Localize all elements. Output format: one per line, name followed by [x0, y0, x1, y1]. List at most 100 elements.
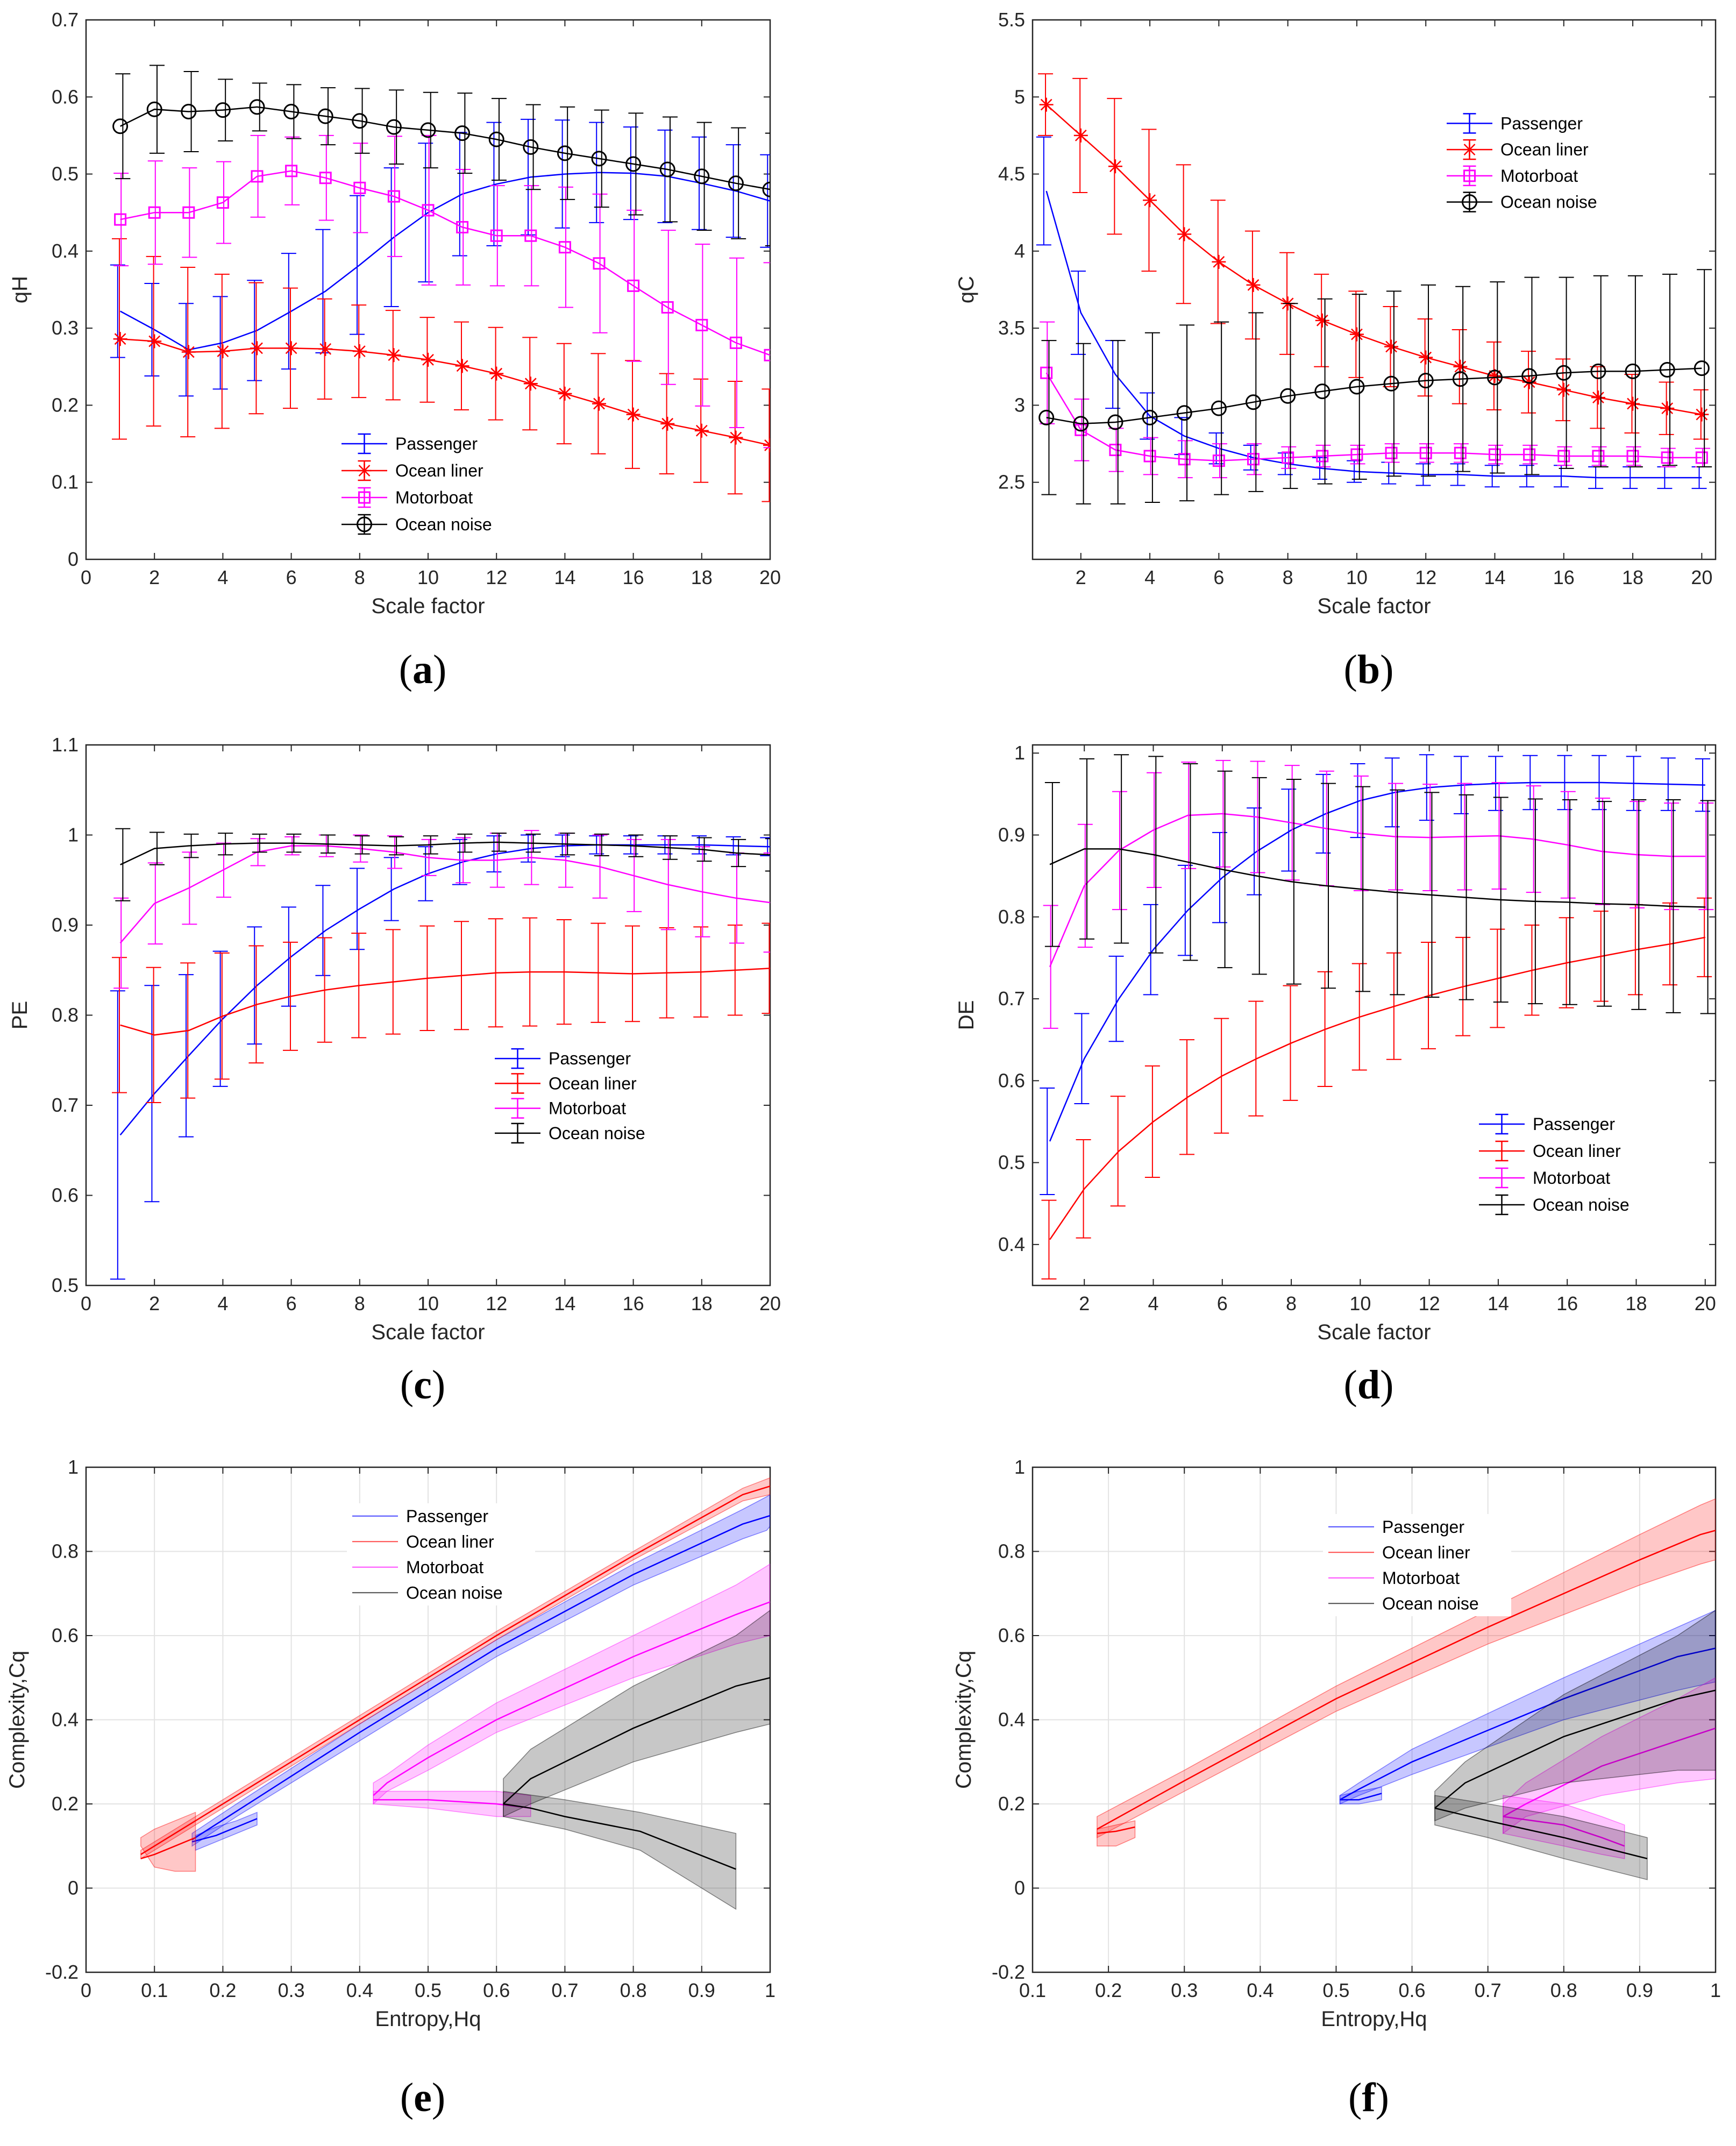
x-tick-label: 14: [1484, 566, 1505, 588]
panel-caption: (b): [1344, 647, 1394, 692]
data-marker-square: [387, 190, 400, 203]
legend-label: Ocean liner: [406, 1532, 494, 1551]
data-marker-square: [1592, 450, 1605, 463]
data-marker-star: [660, 416, 675, 431]
legend-entry: Motorboat: [352, 1558, 483, 1577]
legend-entry: Ocean noise: [1447, 191, 1597, 212]
legend-label: Ocean noise: [549, 1124, 645, 1143]
x-tick-label: 2: [149, 566, 160, 588]
plot-area: [110, 65, 770, 502]
data-marker-circle: [1349, 379, 1365, 395]
series-line: [1049, 813, 1705, 968]
y-axis-label: Complexity,Cq: [5, 1651, 29, 1789]
error-bar: [1036, 136, 1051, 246]
x-tick-label: 10: [417, 1292, 439, 1314]
y-tick-label: 0.8: [52, 1540, 79, 1562]
error-bar: [144, 985, 160, 1203]
y-axis-label: qC: [955, 276, 978, 303]
data-marker-star: [1039, 97, 1054, 112]
data-marker-circle: [1107, 414, 1123, 430]
x-tick-label: 10: [1349, 1292, 1371, 1314]
x-tick-label: 12: [486, 566, 507, 588]
x-tick-label: 20: [759, 1292, 781, 1314]
confidence-band: [503, 1610, 770, 1817]
data-marker-square: [764, 349, 770, 361]
legend-entry: Ocean noise: [1328, 1594, 1479, 1613]
confidence-band: [1339, 1610, 1716, 1805]
x-tick-label: 0.2: [1095, 1979, 1122, 2001]
x-tick-label: 6: [286, 1292, 297, 1314]
x-axis-label: Scale factor: [371, 1320, 485, 1344]
error-bar: [115, 73, 131, 180]
data-marker-circle: [1073, 416, 1089, 432]
legend-label: Ocean noise: [395, 515, 492, 534]
plot-frame: [1031, 744, 1717, 1287]
data-marker-star: [216, 344, 230, 359]
series-line: [120, 106, 770, 190]
x-tick-label: 12: [1419, 1292, 1440, 1314]
data-marker-square: [593, 257, 606, 270]
chart-panel-b: 2 4 6 8 10 12 14 16 18 20 2.5 3 3.5 4 4.5 5 5.5 Scale fac…: [955, 9, 1717, 692]
data-marker-star: [694, 423, 709, 438]
data-marker-square: [358, 491, 371, 504]
y-tick-label: 0.6: [998, 1624, 1025, 1646]
series-ocean-liner: [1038, 73, 1709, 440]
data-marker-square: [1212, 454, 1225, 467]
plot-frame: [1031, 19, 1717, 560]
legend-entry: Motorboat: [495, 1098, 626, 1119]
x-tick-label: 8: [354, 1292, 365, 1314]
data-marker-square: [319, 172, 332, 184]
legend-box: [336, 430, 516, 538]
x-tick-label: 12: [1415, 566, 1436, 588]
x-tick-label: 6: [1213, 566, 1224, 588]
data-marker-square: [148, 206, 161, 219]
legend-entry: Ocean liner: [352, 1532, 494, 1551]
y-tick-label: 0: [68, 548, 79, 570]
legend-label: Ocean noise: [406, 1583, 503, 1602]
y-tick-label: 0: [68, 1877, 79, 1899]
plot-area: [1040, 754, 1716, 1280]
error-bar: [765, 838, 770, 872]
legend-label: Ocean liner: [1500, 140, 1589, 159]
plot-area: [1097, 1498, 1716, 1880]
series-ocean-liner: [112, 917, 770, 1103]
error-bar: [212, 950, 228, 1087]
legend-entry: Motorboat: [1447, 165, 1578, 187]
legend-entry: Passenger: [1328, 1517, 1464, 1537]
error-bar: [1697, 269, 1712, 468]
legend-label: Ocean noise: [1382, 1594, 1479, 1613]
data-marker-circle: [146, 101, 162, 117]
data-marker-circle: [1176, 405, 1192, 421]
data-marker-star: [592, 396, 606, 411]
data-marker-circle: [625, 156, 642, 172]
legend-entry: Passenger: [495, 1048, 631, 1069]
panel-caption: (d): [1344, 1362, 1394, 1408]
data-marker-circle: [357, 516, 372, 532]
series-ocean-noise: [112, 65, 770, 246]
x-tick-label: 0.4: [346, 1979, 373, 2001]
series-line: [1049, 848, 1705, 908]
error-bar: [179, 974, 194, 1138]
x-tick-label: 6: [286, 566, 297, 588]
data-marker-circle: [1590, 363, 1606, 379]
legend-label: Ocean liner: [1382, 1543, 1470, 1562]
legend-box: [489, 1046, 675, 1146]
mean-curve-lower: [1503, 1816, 1625, 1847]
data-marker-star: [1488, 368, 1502, 383]
x-tick-label: 20: [1691, 566, 1712, 588]
legend-label: Ocean noise: [1533, 1195, 1630, 1214]
mean-curve-lower: [503, 1803, 736, 1870]
data-marker-square: [1454, 446, 1467, 459]
x-tick-label: 16: [1556, 1292, 1578, 1314]
data-marker-circle: [1280, 388, 1296, 404]
x-tick-label: 14: [554, 1292, 575, 1314]
x-tick-label: 18: [691, 1292, 713, 1314]
error-bar: [144, 283, 160, 376]
y-tick-label: 1: [1014, 1456, 1025, 1478]
series-motorboat: [113, 830, 770, 989]
data-marker-star: [489, 366, 504, 381]
data-marker-square: [1316, 450, 1329, 463]
x-tick-label: 0.9: [1626, 1979, 1653, 2001]
data-marker-square: [1695, 451, 1708, 464]
